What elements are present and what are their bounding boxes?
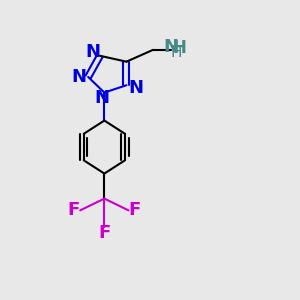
Text: H: H (172, 38, 186, 56)
Text: F: F (129, 201, 141, 219)
Text: F: F (98, 224, 110, 242)
Text: N: N (163, 38, 178, 56)
Text: N: N (94, 89, 109, 107)
Text: F: F (68, 201, 80, 219)
Text: N: N (71, 68, 86, 86)
Text: N: N (85, 43, 100, 61)
Text: N: N (128, 79, 143, 97)
Text: H: H (170, 45, 182, 60)
